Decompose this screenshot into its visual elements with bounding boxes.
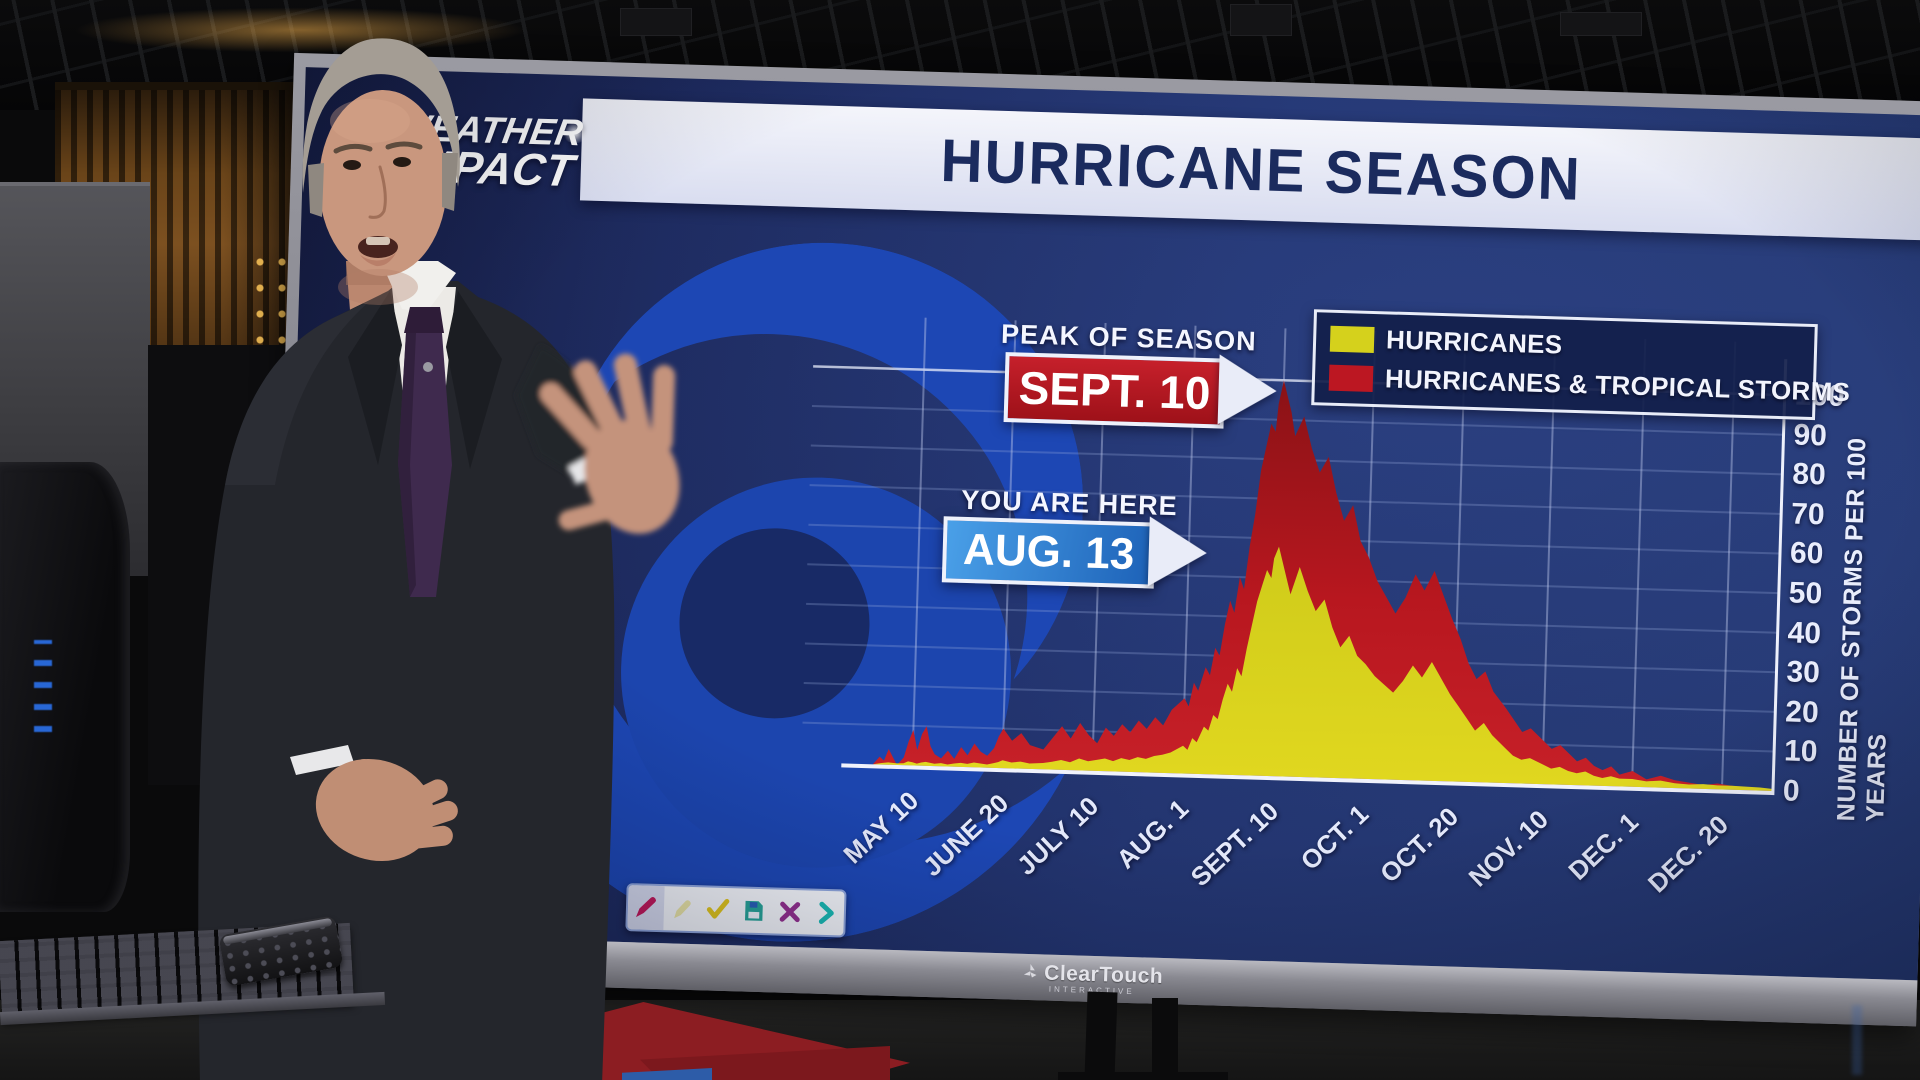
close-icon[interactable]	[771, 889, 808, 934]
peak-date: SEPT. 10	[1017, 361, 1212, 420]
area-hurricanes-and-tropical-storms	[872, 380, 1773, 792]
peak-arrow-icon	[1217, 354, 1278, 427]
weather-presenter	[198, 38, 680, 1080]
stage-light	[1230, 4, 1292, 36]
page-title: HURRICANE SEASON	[939, 126, 1583, 213]
display-bezel: ClearTouch INTERACTIVE	[266, 931, 1918, 1027]
stage-light	[620, 8, 692, 36]
current-date: AUG. 13	[962, 524, 1135, 579]
floor-reflection	[1852, 1005, 1862, 1075]
stage-light	[1560, 12, 1642, 36]
next-icon[interactable]	[807, 890, 844, 935]
chart-legend: HURRICANES HURRICANES & TROPICAL STORMS	[1311, 309, 1851, 421]
peak-callout-box: SEPT. 10	[1003, 352, 1226, 429]
highlighter-icon[interactable]	[663, 886, 700, 931]
cleartouch-logo-icon	[1023, 963, 1037, 978]
legend-swatch	[1328, 364, 1374, 392]
display-stand-foot	[1058, 1072, 1228, 1080]
hurricane-season-chart	[802, 317, 1788, 796]
display-stand-leg	[1152, 998, 1178, 1080]
display-stand-leg	[1084, 991, 1118, 1080]
bezel-brand-name: ClearTouch	[1043, 960, 1164, 988]
legend-item: HURRICANES & TROPICAL STORMS	[1328, 362, 1851, 407]
save-icon[interactable]	[735, 888, 772, 933]
area-hurricanes	[872, 546, 1774, 792]
studio-monitor-back	[0, 462, 130, 912]
current-arrow-icon	[1147, 516, 1208, 589]
legend-swatch	[1329, 325, 1375, 353]
monitor-led-indicators	[34, 640, 52, 732]
pen-icon[interactable]	[627, 885, 665, 931]
legend-item: HURRICANES	[1329, 323, 1801, 368]
legend-label: HURRICANES & TROPICAL STORMS	[1384, 363, 1851, 408]
check-icon[interactable]	[699, 887, 736, 932]
current-callout-box: AUG. 13	[941, 516, 1156, 589]
annotation-toolbar	[625, 883, 847, 938]
legend-label: HURRICANES	[1385, 324, 1563, 360]
current-callout-label: YOU ARE HERE	[960, 484, 1179, 522]
